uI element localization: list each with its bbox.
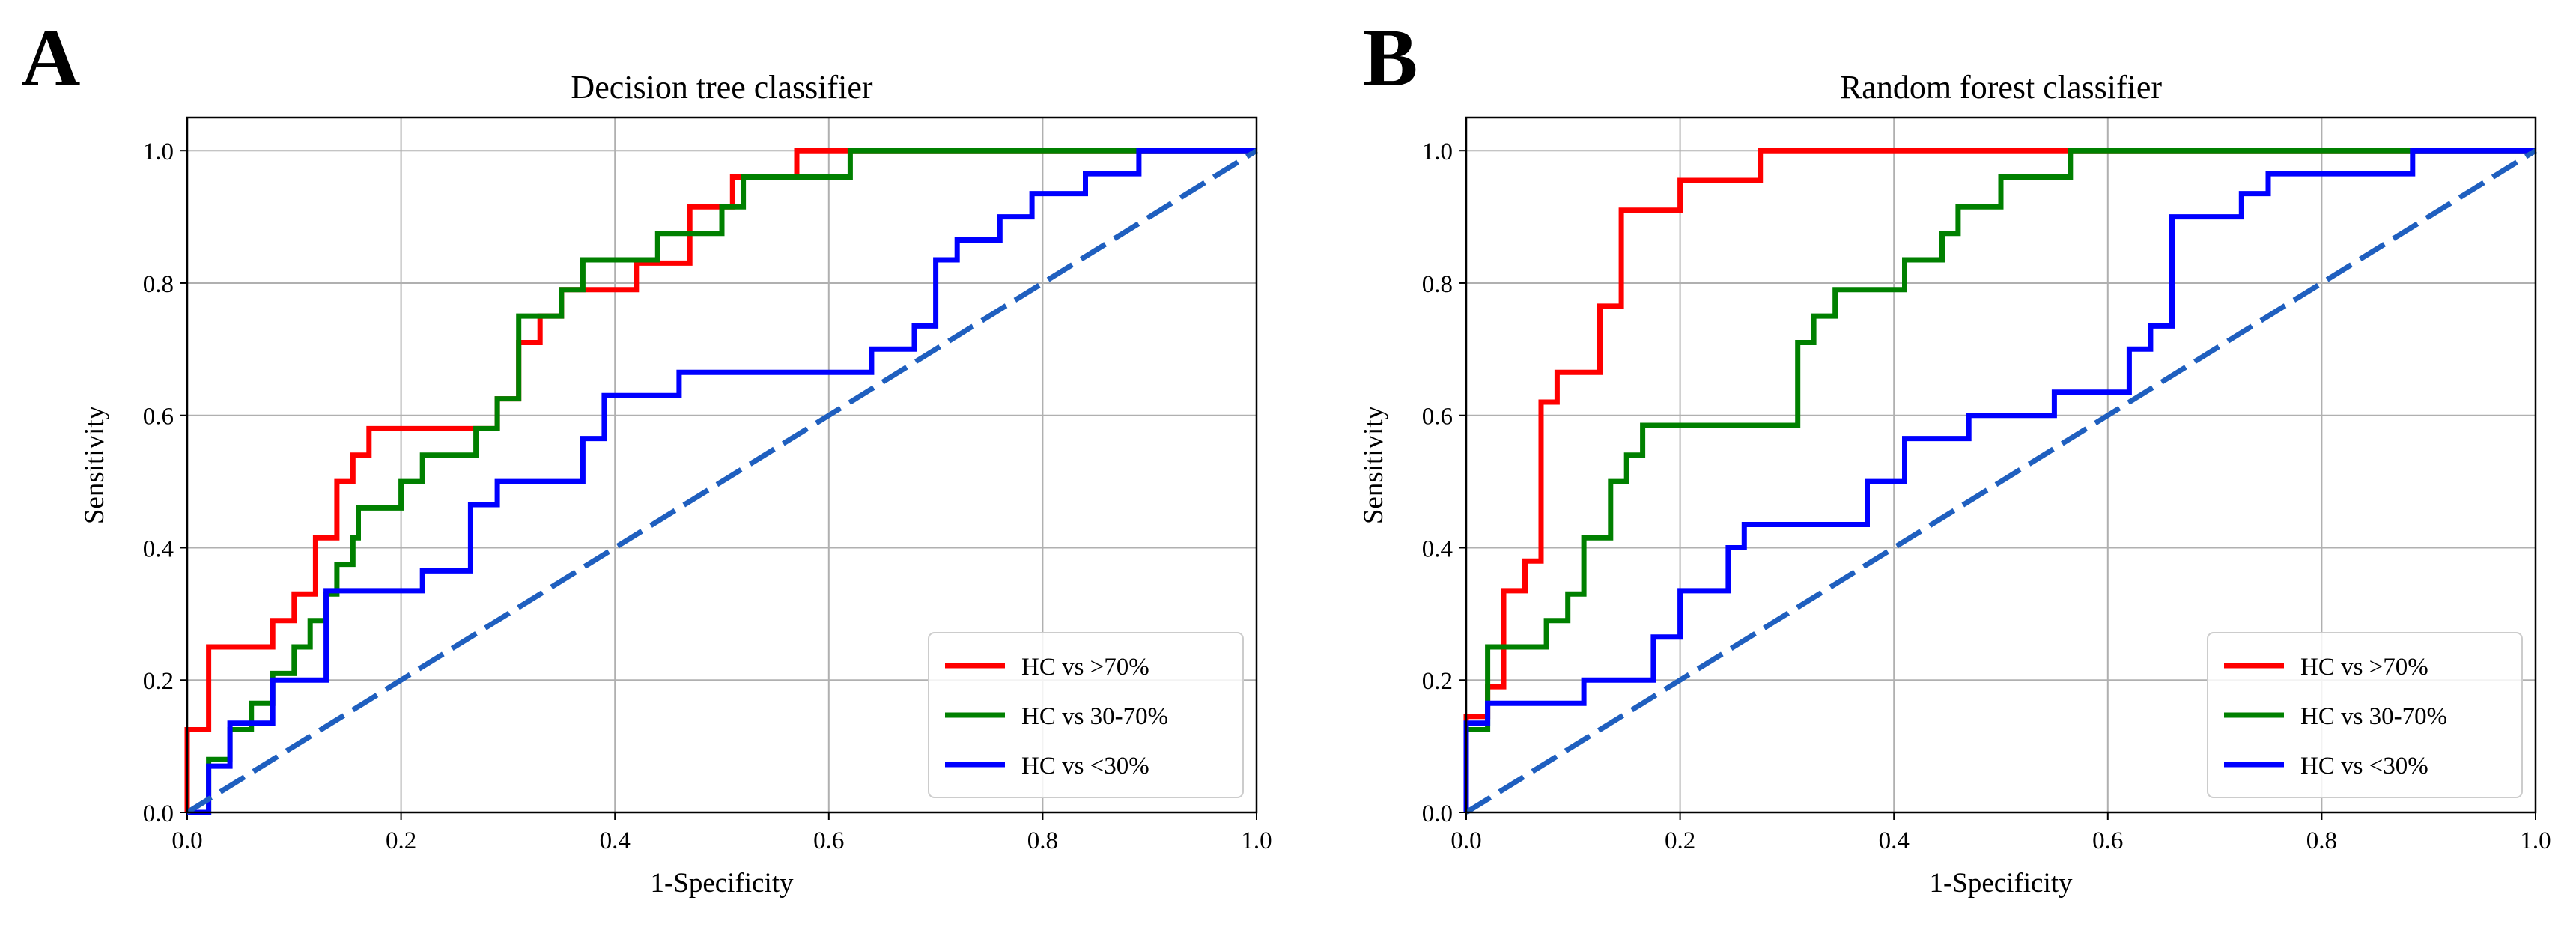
x-tick-label: 0.6 (813, 827, 844, 854)
x-tick-label: 0.8 (2306, 827, 2337, 854)
chance-diagonal-line (186, 148, 1258, 815)
y-tick-label: 0.4 (143, 535, 174, 562)
legend: HC vs >70% HC vs 30-70% HC vs <30% (2207, 632, 2523, 798)
x-tick-label: 0.4 (600, 827, 631, 854)
legend-label: HC vs 30-70% (1021, 703, 1168, 730)
y-tick-label: 0.6 (1422, 404, 1453, 431)
x-tick-label: 0.6 (2092, 827, 2123, 854)
legend: HC vs >70% HC vs 30-70% HC vs <30% (928, 632, 1244, 798)
panel-b-letter: B (1363, 12, 1418, 103)
legend-label: HC vs <30% (1021, 753, 1149, 779)
x-tick-label: 0.0 (1450, 827, 1481, 854)
legend-label: HC vs >70% (2300, 654, 2428, 681)
legend-label: HC vs <30% (2300, 753, 2428, 779)
chart-panel-b: 0.0 0.2 0.4 0.6 0.8 1.0 0.0 0.2 0.4 0.6 0.8 1.0 Rand… (1358, 69, 2551, 899)
y-tick-label: 0.0 (143, 800, 174, 827)
x-axis-label: 1-Specificity (650, 868, 794, 899)
legend-box (2207, 632, 2523, 798)
legend-box (928, 632, 1244, 798)
y-tick-label: 0.8 (1422, 271, 1453, 298)
legend-label: HC vs >70% (1021, 654, 1149, 681)
y-tick-label: 1.0 (1422, 139, 1453, 165)
plot-frame (1465, 116, 2537, 814)
chance-diagonal-line (1465, 148, 2537, 815)
plot-frame (186, 116, 1258, 814)
y-axis-label: Sensitivity (1358, 405, 1389, 524)
roc-curve-0 (1463, 148, 2536, 812)
x-tick-label: 0.8 (1027, 827, 1058, 854)
y-axis-label: Sensitivity (79, 405, 110, 524)
panel-a-letter: A (21, 12, 81, 103)
y-tick-label: 0.2 (1422, 668, 1453, 695)
chart-panel-a: 0.0 0.2 0.4 0.6 0.8 1.0 0.0 0.2 0.4 0.6 0.8 1.0 Deci… (79, 69, 1272, 899)
legend-label: HC vs 30-70% (2300, 703, 2447, 730)
x-tick-label: 1.0 (2520, 827, 2551, 854)
roc-curve-2 (187, 148, 1257, 815)
x-tick-label: 1.0 (1241, 827, 1272, 854)
y-tick-label: 0.0 (1422, 800, 1453, 827)
roc-curve-1 (1463, 148, 2536, 812)
y-tick-label: 0.6 (143, 404, 174, 431)
y-tick-label: 0.8 (143, 271, 174, 298)
x-tick-label: 0.4 (1879, 827, 1910, 854)
chart-title: Decision tree classifier (571, 69, 873, 106)
chart-title: Random forest classifier (1840, 69, 2162, 106)
roc-curve-2 (1463, 148, 2536, 812)
x-axis-label: 1-Specificity (1929, 868, 2073, 899)
y-tick-label: 0.4 (1422, 535, 1453, 562)
x-tick-label: 0.0 (171, 827, 202, 854)
y-tick-label: 1.0 (143, 139, 174, 165)
y-tick-label: 0.2 (143, 668, 174, 695)
x-tick-label: 0.2 (386, 827, 416, 854)
x-tick-label: 0.2 (1665, 827, 1695, 854)
